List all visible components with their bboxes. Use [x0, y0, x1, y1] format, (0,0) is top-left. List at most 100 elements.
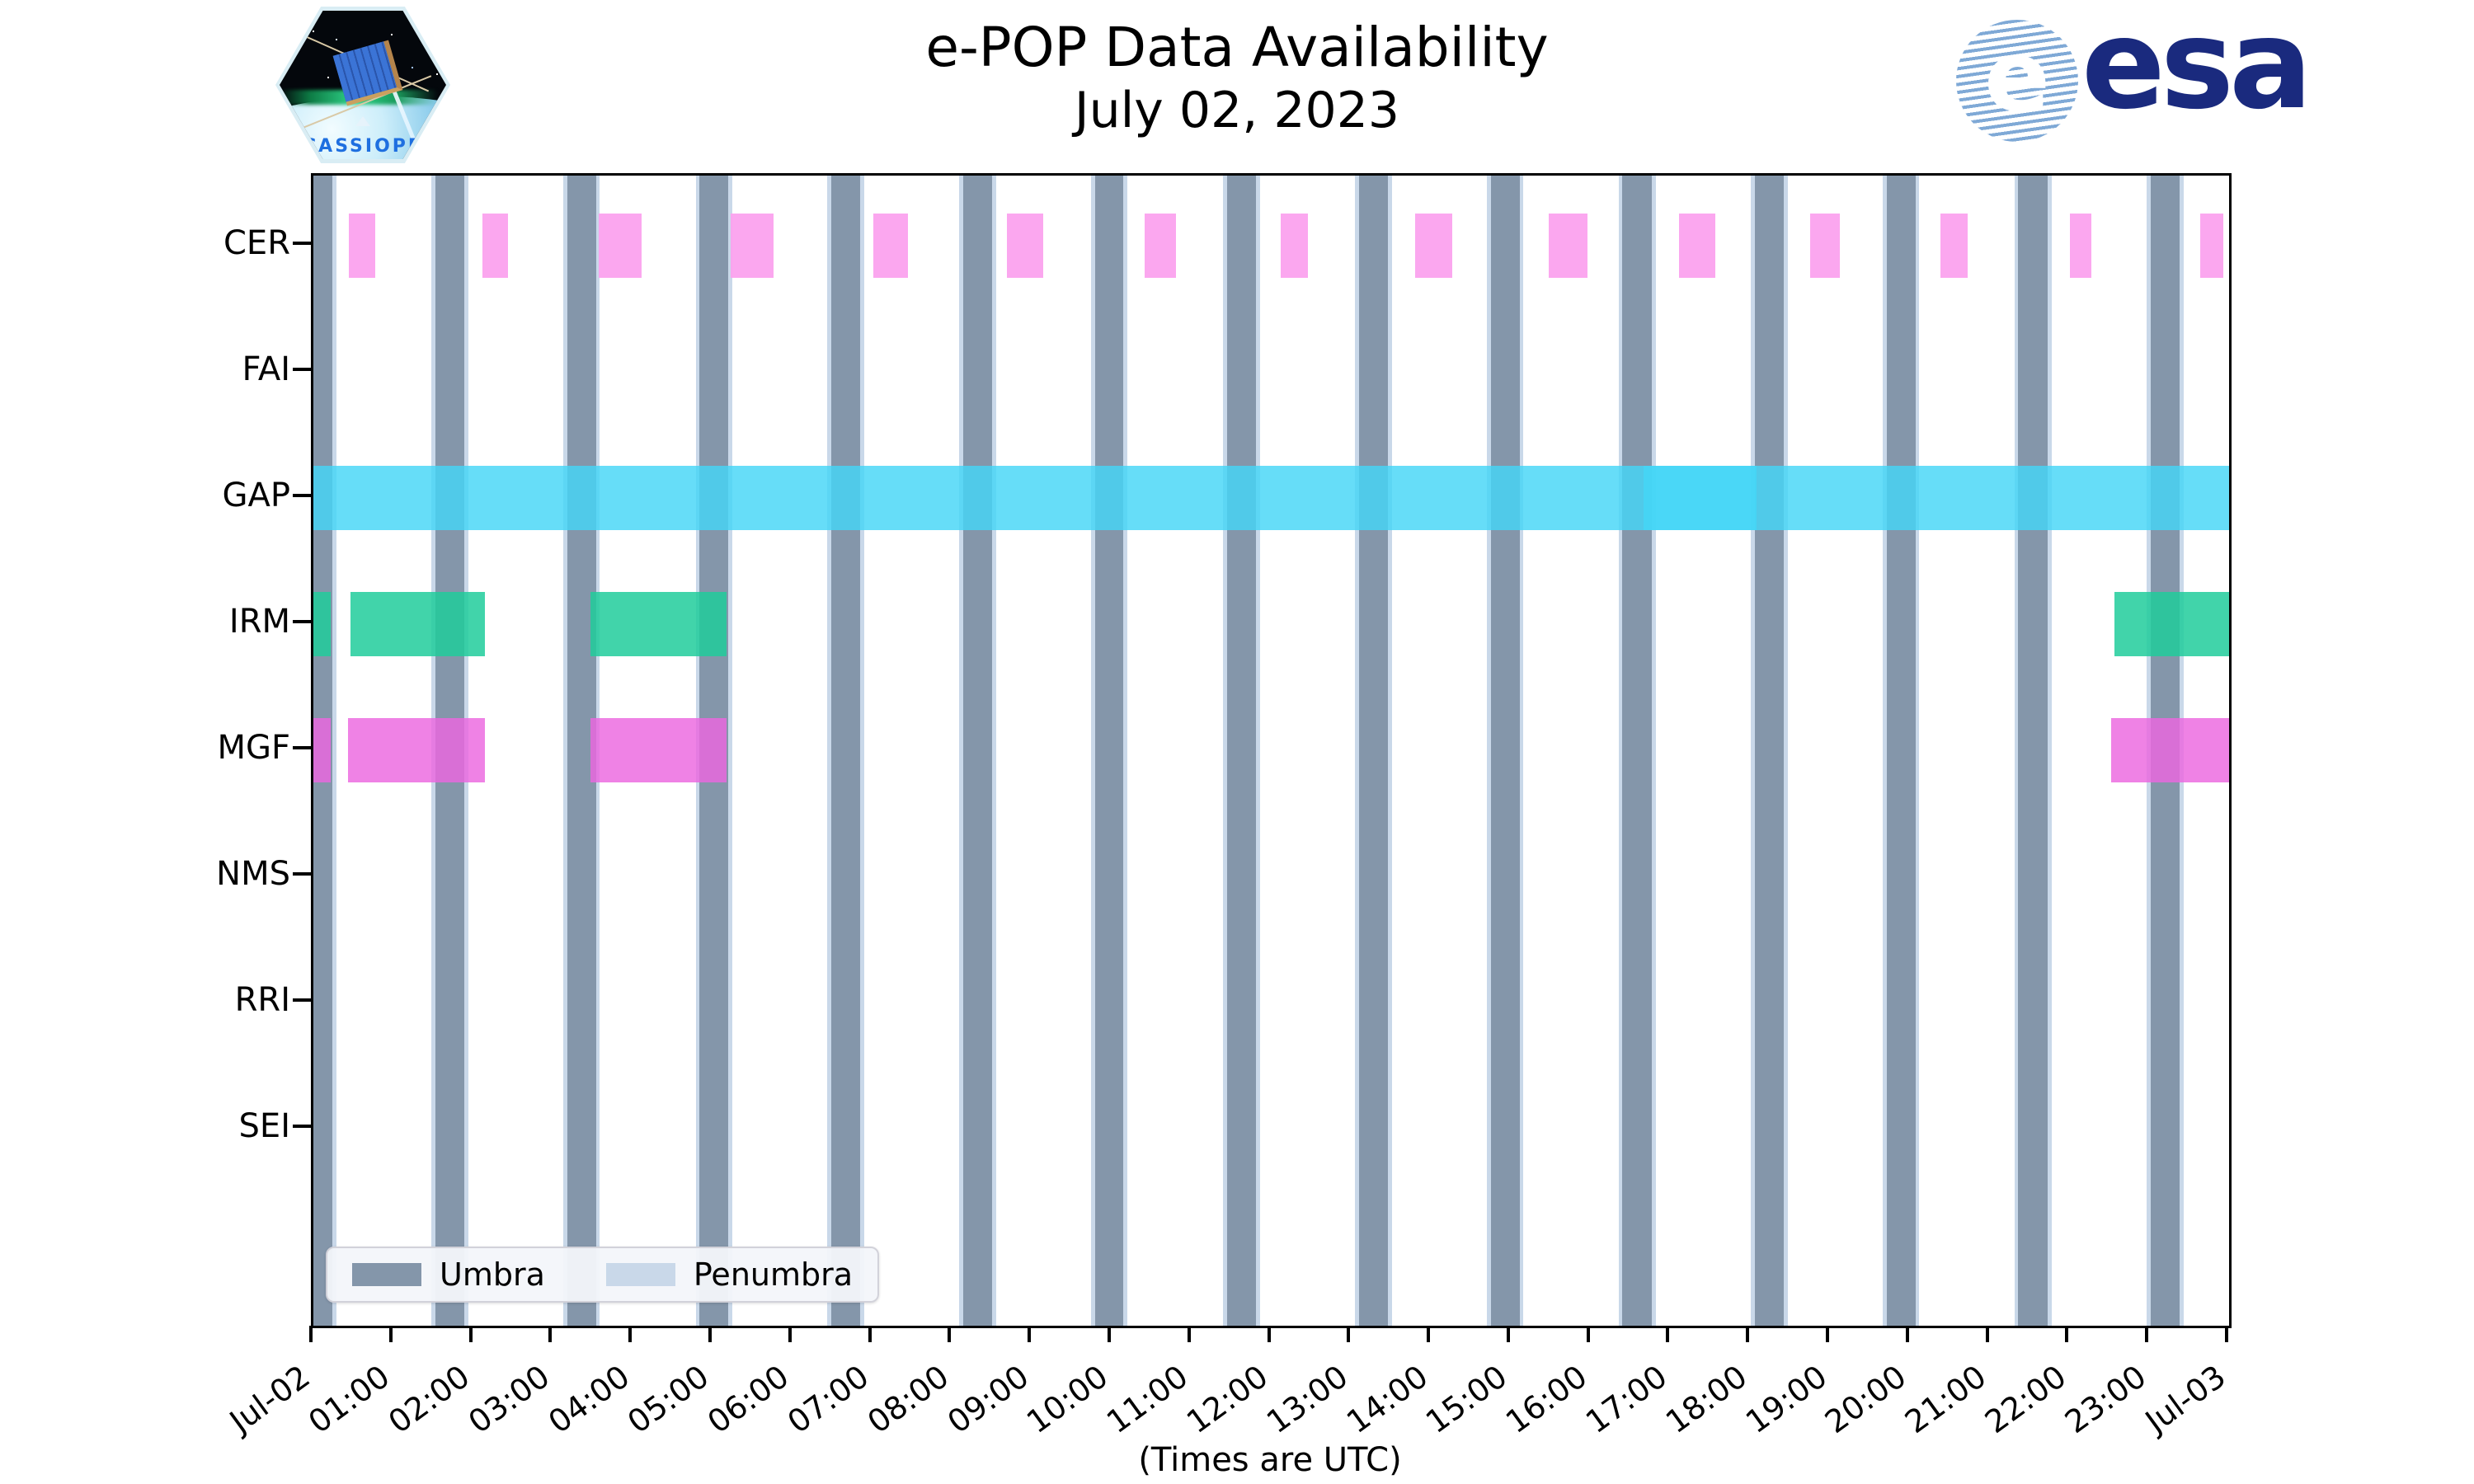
gap-availability-bar-dense — [1643, 466, 1757, 530]
x-tick-mark — [1985, 1326, 1989, 1342]
cer-availability-bar — [1940, 214, 1968, 278]
x-tick-mark — [468, 1326, 473, 1342]
cer-availability-bar — [1679, 214, 1715, 278]
x-tick-label: Jul-03 — [2138, 1358, 2232, 1440]
gap-availability-bar — [313, 466, 2229, 530]
x-tick-label: 21:00 — [1898, 1358, 1993, 1441]
x-tick-label: 17:00 — [1578, 1358, 1674, 1441]
x-tick-mark — [2225, 1326, 2228, 1342]
legend-entry-penumbra: Penumbra — [605, 1256, 854, 1293]
x-tick-mark — [1187, 1326, 1191, 1342]
mgf-availability-bar — [2110, 718, 2229, 782]
cer-availability-bar — [1809, 214, 1840, 278]
x-tick-label: 13:00 — [1259, 1358, 1355, 1441]
x-tick-label: 09:00 — [940, 1358, 1036, 1441]
x-tick-label: 10:00 — [1020, 1358, 1115, 1441]
mgf-availability-bar — [313, 718, 332, 782]
x-tick-label: Jul-02 — [223, 1358, 317, 1440]
cer-availability-bar — [598, 214, 642, 278]
x-tick-label: 07:00 — [781, 1358, 876, 1441]
x-tick-label: 20:00 — [1818, 1358, 1913, 1441]
x-tick-mark — [1746, 1326, 1750, 1342]
cassiope-patch-artwork: CASSIOPE — [280, 11, 446, 159]
x-tick-label: 19:00 — [1738, 1358, 1833, 1441]
cer-availability-bar — [348, 214, 376, 278]
y-tick-label-irm: IRM — [228, 603, 290, 641]
umbra-band — [1886, 176, 1916, 1326]
legend-entry-umbra: Umbra — [352, 1256, 545, 1293]
esa-logo: e esa — [1956, 0, 2418, 148]
cer-availability-bar — [1144, 214, 1177, 278]
cer-availability-bar — [1281, 214, 1309, 278]
x-tick-label: 03:00 — [461, 1358, 557, 1441]
esa-wordmark: esa — [2081, 0, 2312, 137]
y-tick-mark — [293, 494, 311, 497]
x-tick-label: 12:00 — [1179, 1358, 1275, 1441]
x-tick-label: 14:00 — [1339, 1358, 1435, 1441]
y-tick-label-rri: RRI — [234, 981, 290, 1019]
x-tick-label: 11:00 — [1100, 1358, 1195, 1441]
x-tick-mark — [2145, 1326, 2149, 1342]
irm-availability-bar — [2114, 592, 2229, 656]
cer-availability-bar — [1007, 214, 1043, 278]
x-tick-label: 23:00 — [2058, 1358, 2153, 1441]
x-tick-label: 02:00 — [382, 1358, 477, 1441]
x-tick-label: 05:00 — [621, 1358, 716, 1441]
x-tick-mark — [548, 1326, 553, 1342]
mgf-availability-bar — [347, 718, 486, 782]
x-tick-label: 22:00 — [1978, 1358, 2073, 1441]
x-tick-mark — [1107, 1326, 1111, 1342]
x-tick-mark — [309, 1326, 313, 1342]
csa-logo-icon — [355, 116, 370, 126]
umbra-band — [2018, 176, 2048, 1326]
y-tick-label-cer: CER — [223, 224, 290, 262]
umbra-band — [831, 176, 861, 1326]
x-tick-mark — [788, 1326, 792, 1342]
x-tick-mark — [388, 1326, 393, 1342]
x-tick-mark — [1267, 1326, 1271, 1342]
y-tick-mark — [293, 998, 311, 1002]
x-tick-mark — [1905, 1326, 1909, 1342]
cer-availability-bar — [2200, 214, 2224, 278]
x-tick-label: 18:00 — [1658, 1358, 1754, 1441]
umbra-band — [1094, 176, 1124, 1326]
cer-availability-bar — [731, 214, 774, 278]
umbra-swatch — [352, 1263, 421, 1286]
cassiope-mission-patch: CASSIOPE — [275, 7, 450, 163]
x-tick-mark — [1666, 1326, 1670, 1342]
plot-area — [311, 173, 2232, 1328]
cer-availability-bar — [2070, 214, 2091, 278]
x-tick-label: 08:00 — [860, 1358, 956, 1441]
x-tick-mark — [1028, 1326, 1032, 1342]
umbra-band — [962, 176, 992, 1326]
title-line-2: July 02, 2023 — [1074, 82, 1400, 140]
y-tick-label-mgf: MGF — [217, 729, 290, 767]
x-tick-mark — [1506, 1326, 1510, 1342]
umbra-band — [1227, 176, 1257, 1326]
irm-availability-bar — [590, 592, 727, 656]
y-tick-mark — [293, 368, 311, 371]
x-tick-mark — [1826, 1326, 1830, 1342]
y-tick-mark — [293, 1125, 311, 1128]
y-tick-label-fai: FAI — [242, 350, 291, 388]
umbra-band — [1490, 176, 1520, 1326]
cer-availability-bar — [482, 214, 509, 278]
x-tick-mark — [2065, 1326, 2069, 1342]
irm-availability-bar — [313, 592, 332, 656]
penumbra-label: Penumbra — [693, 1256, 854, 1293]
chart-title: e-POP Data Availability July 02, 2023 — [742, 15, 1732, 142]
y-tick-label-gap: GAP — [222, 477, 290, 514]
x-tick-mark — [708, 1326, 712, 1342]
x-tick-mark — [868, 1326, 872, 1342]
y-tick-label-nms: NMS — [216, 855, 290, 893]
penumbra-swatch — [605, 1263, 675, 1286]
x-tick-label: 04:00 — [541, 1358, 637, 1441]
y-tick-label-sei: SEI — [238, 1107, 290, 1145]
umbra-band — [1755, 176, 1784, 1326]
umbra-band — [1622, 176, 1653, 1326]
title-line-1: e-POP Data Availability — [925, 16, 1549, 79]
x-tick-mark — [1427, 1326, 1431, 1342]
cer-availability-bar — [1414, 214, 1453, 278]
x-tick-label: 01:00 — [302, 1358, 397, 1441]
cassiope-patch-label: CASSIOPE — [303, 136, 423, 157]
